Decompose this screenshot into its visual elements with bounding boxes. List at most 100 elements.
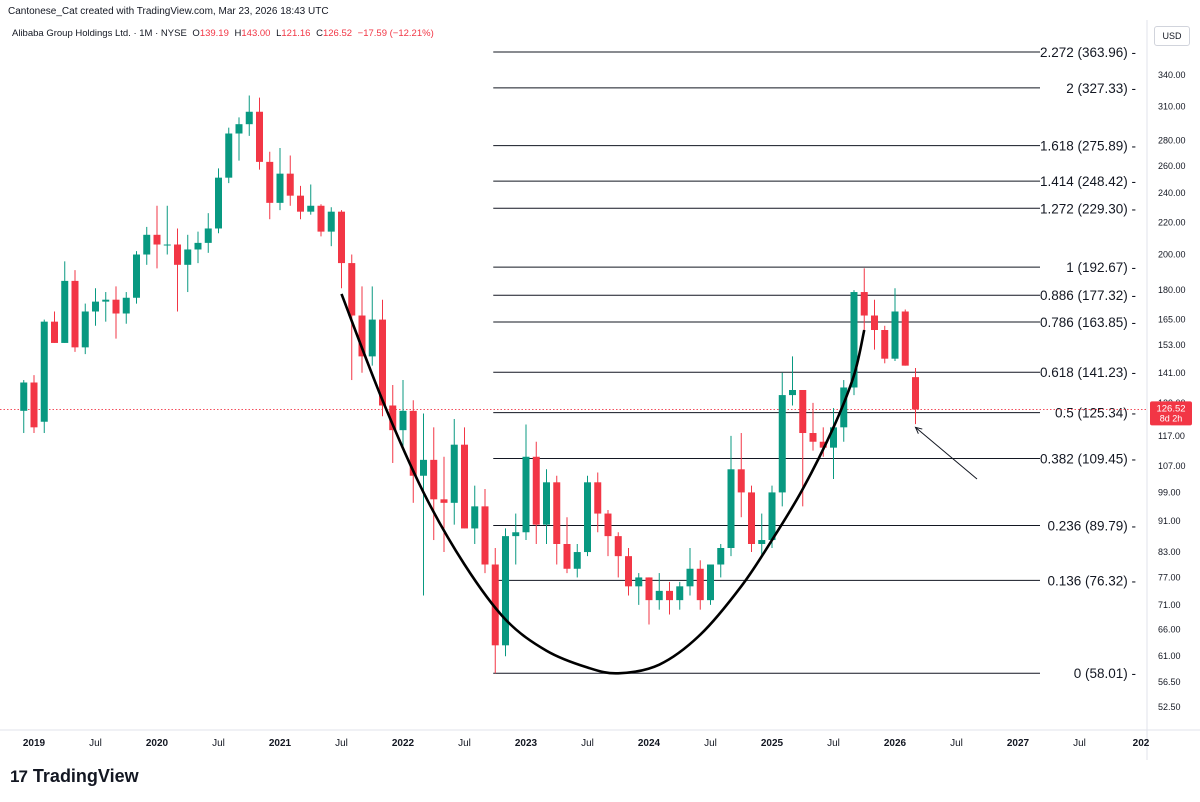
candle-body[interactable] [563, 543, 571, 569]
cup-curve-drawing[interactable] [340, 293, 866, 675]
candle-body[interactable] [737, 469, 745, 493]
candle-body[interactable] [194, 242, 202, 250]
candle-body[interactable] [502, 536, 509, 646]
candle-body[interactable] [30, 382, 38, 428]
candle-body[interactable] [635, 577, 643, 587]
candle-body[interactable] [655, 590, 663, 601]
candle-body[interactable] [676, 586, 684, 601]
candle-body[interactable] [225, 133, 233, 178]
candle-body[interactable] [409, 410, 417, 476]
candle-body[interactable] [368, 319, 376, 357]
candle-body[interactable] [625, 556, 632, 587]
candle-body[interactable] [584, 482, 591, 553]
candle-body[interactable] [20, 382, 28, 411]
candle-body[interactable] [758, 540, 766, 544]
x-tick-label: Jul [89, 738, 102, 749]
candle-body[interactable] [389, 405, 397, 431]
candle-body[interactable] [204, 228, 212, 243]
candle-body[interactable] [471, 506, 479, 529]
candle-body[interactable] [450, 444, 458, 503]
candle-body[interactable] [112, 299, 120, 314]
candle-body[interactable] [512, 532, 520, 537]
y-tick-label: 107.00 [1158, 461, 1186, 471]
candle-body[interactable] [912, 377, 919, 410]
candle-body[interactable] [809, 433, 817, 442]
candle-body[interactable] [71, 280, 79, 348]
candle-body[interactable] [163, 244, 171, 246]
candle-body[interactable] [245, 111, 253, 125]
candle-body[interactable] [122, 297, 130, 314]
candle-body[interactable] [143, 234, 151, 255]
candle-body[interactable] [491, 564, 499, 646]
candle-body[interactable] [850, 292, 858, 388]
candle-body[interactable] [789, 389, 796, 396]
candle-body[interactable] [286, 173, 294, 196]
candle-body[interactable] [256, 111, 263, 162]
candle-body[interactable] [133, 254, 140, 298]
candle-body[interactable] [40, 321, 48, 422]
fib-level-label: 2 (327.33) - [1066, 81, 1136, 96]
candle-body[interactable] [92, 301, 99, 312]
candle-body[interactable] [891, 311, 899, 359]
candle-body[interactable] [184, 249, 192, 265]
candle-body[interactable] [430, 459, 438, 500]
candle-body[interactable] [594, 482, 602, 514]
candle-body[interactable] [81, 311, 89, 348]
candle-body[interactable] [686, 568, 694, 587]
candle-body[interactable] [522, 456, 530, 533]
candle-body[interactable] [153, 234, 161, 245]
y-tick-label: 165.00 [1158, 315, 1186, 325]
currency-button[interactable]: USD [1154, 26, 1190, 46]
candle-body[interactable] [543, 482, 550, 525]
candle-body[interactable] [799, 389, 807, 434]
candle-body[interactable] [871, 315, 878, 331]
candle-body[interactable] [297, 195, 304, 212]
candle-body[interactable] [481, 506, 489, 565]
candle-body[interactable] [266, 161, 274, 203]
candle-body[interactable] [338, 211, 345, 264]
tradingview-logo[interactable]: 17 TradingView [10, 766, 139, 787]
candle-body[interactable] [348, 263, 356, 316]
symbol-name[interactable]: Alibaba Group Holdings Ltd. · 1M · NYSE [12, 28, 187, 39]
x-tick-label: 2022 [392, 738, 415, 749]
candle-body[interactable] [860, 292, 868, 316]
candle-body[interactable] [51, 321, 58, 343]
candle-body[interactable] [102, 299, 110, 302]
candle-body[interactable] [778, 395, 786, 493]
candle-body[interactable] [461, 444, 468, 529]
candle-body[interactable] [276, 173, 284, 203]
candle-body[interactable] [614, 536, 622, 557]
candle-body[interactable] [840, 387, 848, 428]
candle-body[interactable] [532, 456, 540, 525]
candle-body[interactable] [645, 577, 653, 601]
candle-body[interactable] [399, 410, 407, 431]
candle-body[interactable] [327, 211, 335, 232]
arrow-annotation-line[interactable] [915, 426, 978, 480]
candle-body[interactable] [768, 492, 776, 541]
candle-body[interactable] [727, 469, 735, 548]
candle-body[interactable] [707, 564, 714, 601]
candle-body[interactable] [901, 311, 909, 366]
candle-body[interactable] [317, 205, 325, 232]
candle-body[interactable] [819, 441, 827, 448]
candle-body[interactable] [420, 459, 427, 476]
candle-body[interactable] [604, 513, 612, 537]
candle-body[interactable] [717, 547, 725, 565]
candle-body[interactable] [215, 177, 222, 229]
candle-body[interactable] [440, 499, 448, 503]
candle-body[interactable] [174, 244, 181, 265]
candle-body[interactable] [573, 552, 581, 569]
candle-body[interactable] [235, 124, 243, 134]
candle-body[interactable] [553, 482, 561, 544]
candle-body[interactable] [379, 319, 386, 406]
candle-body[interactable] [666, 590, 673, 601]
candle-body[interactable] [830, 427, 837, 448]
candle-body[interactable] [748, 492, 755, 544]
candle-body[interactable] [881, 330, 889, 359]
candle-body[interactable] [696, 568, 704, 601]
candle-body[interactable] [61, 280, 69, 343]
last-price-countdown: 8d 2h [1160, 413, 1183, 423]
candle-body[interactable] [307, 205, 315, 212]
candle-body[interactable] [358, 315, 366, 357]
